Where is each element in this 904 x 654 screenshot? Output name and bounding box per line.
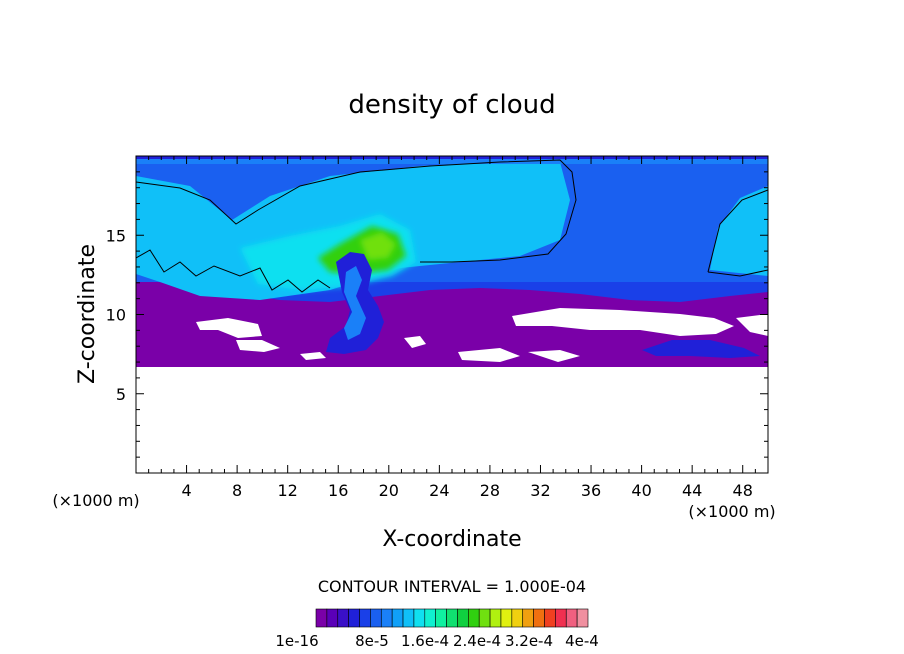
x-axis-label: X-coordinate <box>382 527 521 552</box>
colorbar-swatch <box>555 608 567 628</box>
y-tick-label: 15 <box>106 226 126 245</box>
colorbar-swatch <box>435 608 447 628</box>
y-tick-label: 5 <box>116 385 126 404</box>
colorbar-label: 3.2e-4 <box>505 632 553 650</box>
clear-hole-4 <box>458 348 520 362</box>
colorbar-swatch <box>511 608 524 628</box>
colorbar-swatch <box>565 608 578 628</box>
colorbar-label: 4e-4 <box>565 632 599 650</box>
contour-interval-label: CONTOUR INTERVAL = 1.000E-04 <box>318 577 586 596</box>
colorbar-swatch <box>337 608 349 628</box>
x-tick-label: 40 <box>631 481 651 500</box>
clear-hole-8 <box>300 352 326 360</box>
colorbar-swatch <box>380 608 393 628</box>
colorbar-swatch <box>413 608 426 628</box>
y-axis: 5 10 15 <box>106 171 768 458</box>
z-unit-label: (×1000 m) <box>688 502 775 521</box>
x-tick-label: 48 <box>733 481 753 500</box>
colorbar-swatch <box>457 608 469 628</box>
x-tick-label: 32 <box>530 481 550 500</box>
colorbar-swatch <box>348 608 360 628</box>
x-tick-label: 8 <box>232 481 242 500</box>
x-tick-label: 24 <box>429 481 449 500</box>
clear-hole-3 <box>404 336 426 348</box>
clear-hole-5 <box>512 308 734 336</box>
x-tick-label: 16 <box>328 481 348 500</box>
colorbar <box>315 608 589 628</box>
x-tick-label: 44 <box>682 481 702 500</box>
colorbar-label: 2.4e-4 <box>453 632 501 650</box>
x-axis: 4 8 12 16 20 24 28 32 36 40 44 48 <box>148 156 756 500</box>
clear-hole-1 <box>196 318 262 338</box>
colorbar-swatch <box>533 608 545 628</box>
upper-deck-right-region <box>710 186 768 276</box>
colorbar-swatch <box>500 608 513 628</box>
colorbar-swatch <box>478 608 491 628</box>
cloud-core-peak <box>360 232 396 260</box>
x-tick-label: 36 <box>581 481 601 500</box>
colorbar-swatch <box>446 608 458 628</box>
contour-line-right-base <box>707 269 768 277</box>
colorbar-swatch <box>489 608 502 628</box>
x-tick-label: 28 <box>480 481 500 500</box>
colorbar-swatch <box>326 608 339 628</box>
x-unit-label: (×1000 m) <box>52 491 139 510</box>
colorbar-swatch <box>359 608 371 628</box>
x-tick-label: 4 <box>181 481 191 500</box>
x-tick-label: 20 <box>379 481 399 500</box>
colorbar-swatch <box>544 608 556 628</box>
clear-hole-6 <box>736 314 768 336</box>
y-tick-label: 10 <box>106 306 126 325</box>
colorbar-swatch <box>468 608 480 628</box>
colorbar-swatch <box>370 608 382 628</box>
colorbar-swatch <box>424 608 436 628</box>
clear-hole-7 <box>528 350 580 362</box>
heatmap-field <box>136 156 768 473</box>
colorbar-label: 1e-16 <box>275 632 318 650</box>
y-axis-label: Z-coordinate <box>75 244 100 384</box>
contour-line-upper <box>136 159 577 263</box>
colorbar-swatch <box>576 608 589 628</box>
colorbar-swatch <box>315 608 328 628</box>
colorbar-swatch <box>522 608 534 628</box>
colorbar-labels: 1e-16 8e-5 1.6e-4 2.4e-4 3.2e-4 4e-4 <box>275 632 599 650</box>
convective-column-inner <box>344 266 366 340</box>
clear-hole-2 <box>236 340 280 352</box>
colorbar-label: 1.6e-4 <box>401 632 449 650</box>
contour-line-base <box>136 249 331 293</box>
x-tick-label: 12 <box>278 481 298 500</box>
contour-line-right <box>707 189 768 273</box>
chart-title: density of cloud <box>348 90 555 120</box>
colorbar-swatch <box>402 608 415 628</box>
lower-right-patch <box>642 340 760 358</box>
colorbar-swatch <box>391 608 404 628</box>
colorbar-label: 8e-5 <box>355 632 389 650</box>
